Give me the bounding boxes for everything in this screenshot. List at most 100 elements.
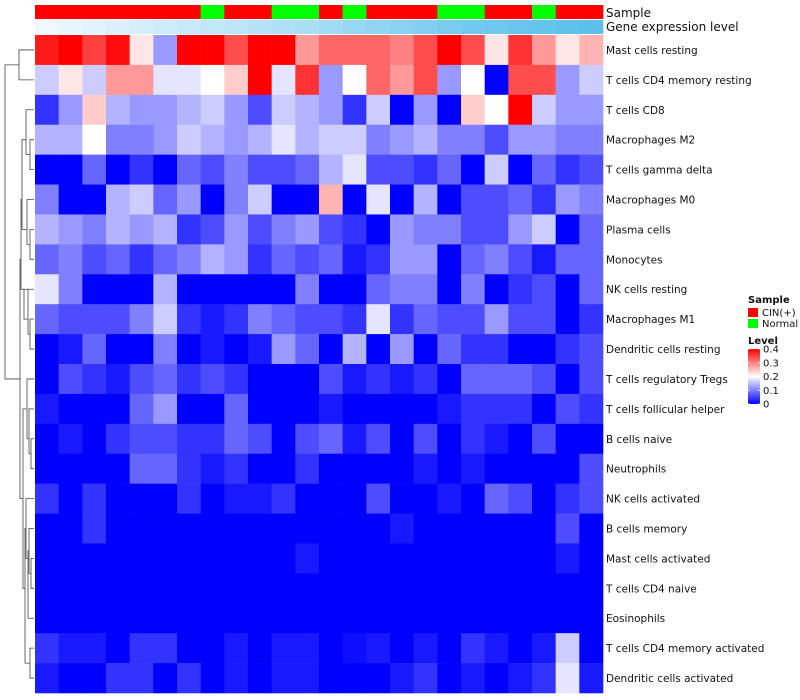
heatmap-cell (366, 543, 391, 574)
heatmap-cell (413, 603, 438, 634)
heatmap-cell (153, 124, 178, 155)
heatmap-cell (532, 184, 556, 215)
heatmap-cell (248, 483, 272, 514)
gene-cell-11 (295, 20, 320, 34)
heatmap-cell (579, 274, 604, 305)
heatmap-cell (153, 483, 178, 514)
heatmap-cell (461, 364, 485, 395)
heatmap-cell (390, 483, 414, 514)
dendrogram-branch (23, 288, 28, 320)
row-label: Plasma cells (606, 224, 671, 236)
heatmap-cell (437, 364, 462, 395)
heatmap-cell (366, 304, 391, 335)
sample-cell-10 (271, 5, 296, 19)
sample-cell-16 (413, 5, 438, 19)
heatmap-cell (35, 214, 59, 245)
heatmap-cell (271, 543, 296, 574)
heatmap-cell (366, 423, 391, 455)
sample-cell-14 (366, 5, 391, 19)
heatmap-cell (106, 244, 130, 275)
gene-cell-22 (555, 20, 580, 34)
heatmap-cell (248, 364, 272, 395)
heatmap-cell (271, 633, 296, 664)
heatmap-cell (579, 364, 604, 395)
gene-cell-14 (366, 20, 391, 34)
heatmap-cell (129, 423, 154, 455)
heatmap-cell (342, 124, 367, 155)
heatmap-cell (366, 334, 391, 365)
heatmap-cell (224, 663, 249, 694)
heatmap-cell (437, 393, 462, 425)
heatmap-cell (484, 124, 509, 155)
heatmap-cell (366, 214, 391, 245)
heatmap-cell (153, 154, 178, 185)
heatmap-cell (461, 663, 485, 694)
row-label: NK cells activated (606, 494, 700, 506)
heatmap-cell (342, 603, 367, 634)
heatmap-cell (484, 663, 509, 694)
heatmap-cell (82, 94, 107, 126)
heatmap-cell (437, 35, 462, 66)
heatmap-cell (532, 483, 556, 514)
heatmap-cell (82, 214, 107, 245)
heatmap-cell (58, 364, 83, 395)
heatmap-cell (295, 334, 320, 365)
heatmap-cell (461, 35, 485, 66)
heatmap-cell (508, 603, 533, 634)
heatmap-cell (484, 184, 509, 215)
heatmap-cell (390, 154, 414, 185)
heatmap-cell (106, 603, 130, 634)
heatmap-cell (35, 184, 59, 215)
heatmap-cell (555, 423, 580, 455)
dendrogram-branch (29, 318, 34, 350)
gene-cell-2 (82, 20, 107, 34)
heatmap-cell (579, 603, 604, 634)
heatmap-cell (177, 423, 201, 455)
heatmap-cell (319, 244, 343, 275)
heatmap-cell (484, 154, 509, 185)
heatmap-cell (271, 364, 296, 395)
heatmap-cell (555, 543, 580, 574)
heatmap-cell (35, 453, 59, 484)
heatmap-cell (579, 543, 604, 574)
heatmap-cell (177, 214, 201, 245)
heatmap-cell (58, 64, 83, 96)
heatmap-cell (366, 274, 391, 305)
heatmap-cell (58, 423, 83, 455)
heatmap-cell (35, 393, 59, 425)
heatmap-cell (390, 573, 414, 604)
heatmap-cell (532, 35, 556, 66)
heatmap-cell (366, 184, 391, 215)
heatmap-cell (153, 603, 178, 634)
heatmap-cell (58, 244, 83, 275)
heatmap-cell (532, 453, 556, 484)
heatmap-cell (106, 154, 130, 185)
heatmap-cell (342, 64, 367, 96)
legend-level-ticks: 0.4 0.3 0.2 0.1 0 (748, 345, 779, 411)
heatmap-cell (177, 453, 201, 484)
heatmap-cell (153, 663, 178, 694)
heatmap-cell (153, 304, 178, 335)
heatmap-cell (177, 274, 201, 305)
heatmap-cell (295, 274, 320, 305)
heatmap-cell (271, 274, 296, 305)
heatmap-cell (484, 393, 509, 425)
heatmap-cell (319, 633, 343, 664)
heatmap-cell (200, 244, 225, 275)
heatmap-cell (319, 663, 343, 694)
row-label: Dendritic cells resting (606, 344, 721, 356)
heatmap-cell (390, 633, 414, 664)
heatmap-cell (106, 124, 130, 155)
heatmap-cell (508, 573, 533, 604)
heatmap-cell (461, 154, 485, 185)
sample-cell-1 (58, 5, 83, 19)
heatmap-cell (532, 423, 556, 455)
heatmap-cell (413, 483, 438, 514)
heatmap-cell (461, 423, 485, 455)
dendrogram-branch (28, 408, 34, 455)
heatmap-cell (224, 393, 249, 425)
heatmap-cell (153, 573, 178, 604)
heatmap-cell (200, 35, 225, 66)
heatmap-cell (153, 35, 178, 66)
heatmap-cell (532, 603, 556, 634)
